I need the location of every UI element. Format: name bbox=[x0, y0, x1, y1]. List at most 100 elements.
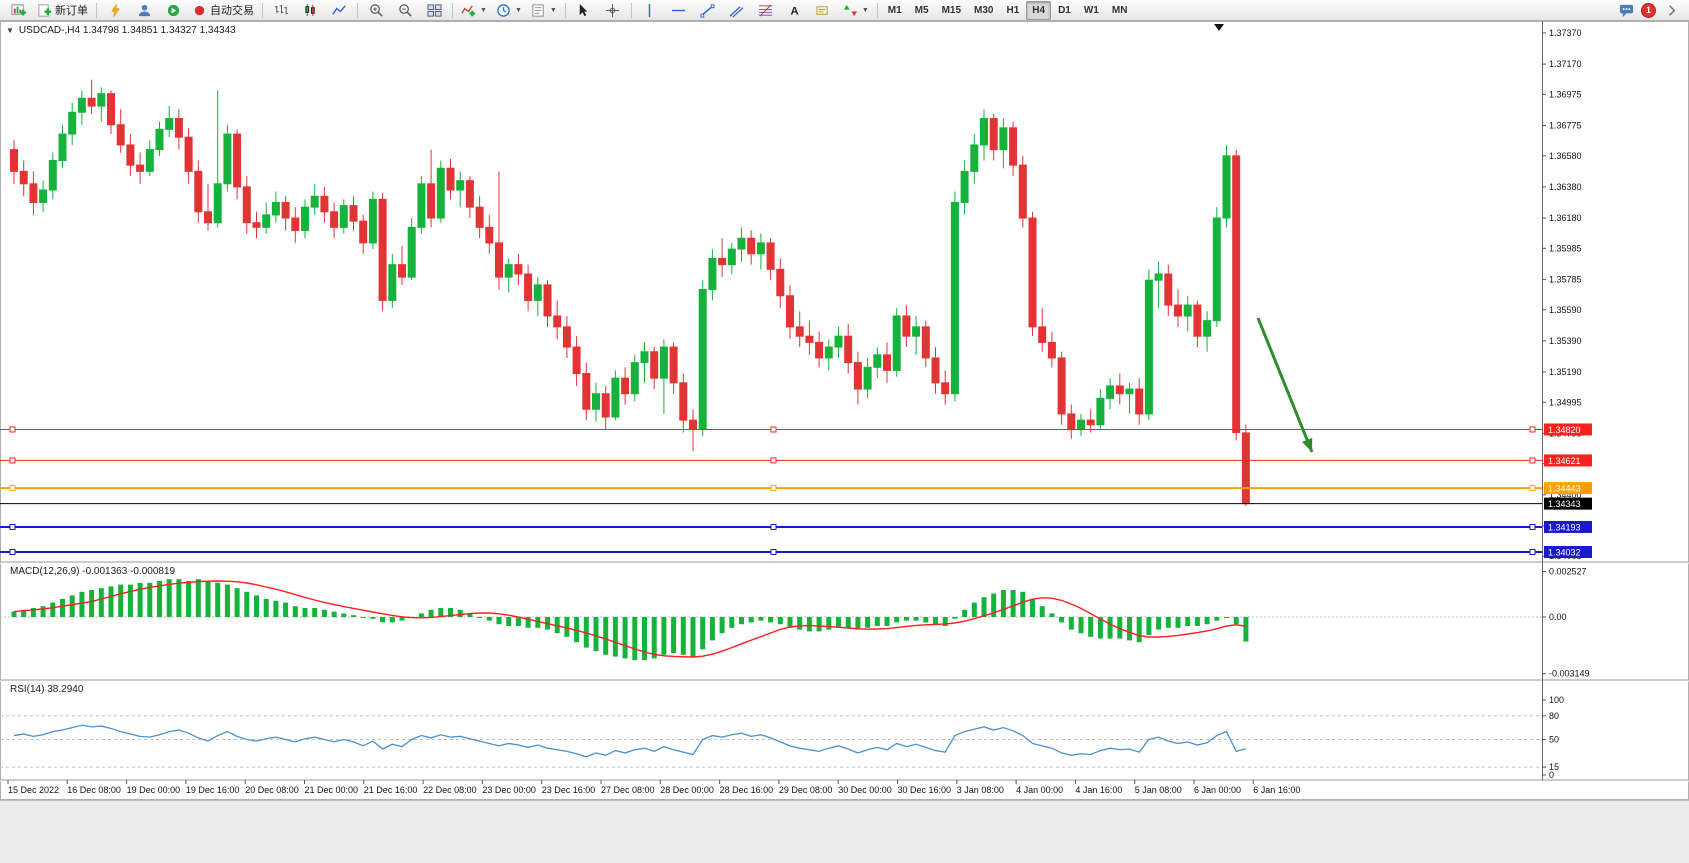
vertical-line-button[interactable] bbox=[636, 0, 664, 20]
candle-body bbox=[1203, 320, 1212, 337]
macd-histogram-bar bbox=[360, 617, 366, 618]
zoom-out-button[interactable] bbox=[391, 0, 419, 20]
hline-handle[interactable] bbox=[9, 457, 16, 464]
fibonacci-button[interactable] bbox=[752, 0, 780, 20]
cursor-button[interactable] bbox=[570, 0, 598, 20]
indicators-button[interactable]: ▼ bbox=[457, 0, 491, 20]
hline-handle[interactable] bbox=[770, 457, 777, 464]
community-button[interactable] bbox=[1612, 0, 1640, 20]
horizontal-line-button[interactable] bbox=[665, 0, 693, 20]
timeframe-mn-button[interactable]: MN bbox=[1111, 4, 1128, 16]
hline-handle[interactable] bbox=[1529, 457, 1536, 464]
notifications-badge[interactable]: 1 bbox=[1641, 2, 1656, 18]
candle-body bbox=[970, 144, 979, 172]
macd-histogram-bar bbox=[903, 617, 909, 621]
line-chart-button[interactable] bbox=[325, 0, 353, 20]
accounts-button[interactable] bbox=[130, 0, 158, 20]
hline-handle[interactable] bbox=[1529, 426, 1536, 433]
candle-chart-button[interactable] bbox=[296, 0, 324, 20]
trend-arrow-annotation[interactable] bbox=[1256, 317, 1314, 453]
bar-chart-button[interactable] bbox=[267, 0, 295, 20]
candle-body bbox=[863, 366, 872, 390]
timeframe-m5-button[interactable]: M5 bbox=[914, 4, 929, 16]
macd-histogram-bar bbox=[1156, 617, 1162, 630]
candle-body bbox=[921, 326, 930, 359]
hline-handle[interactable] bbox=[9, 485, 16, 492]
arrows-button[interactable]: ▼ bbox=[839, 0, 873, 20]
templates-button[interactable]: ▼ bbox=[527, 0, 561, 20]
autotrade-button[interactable]: 自动交易 bbox=[188, 0, 258, 20]
macd-histogram-bar bbox=[292, 606, 298, 617]
macd-histogram-bar bbox=[836, 617, 841, 628]
candle-body bbox=[611, 377, 620, 418]
time-axis-label: 22 Dec 08:00 bbox=[423, 785, 477, 795]
timeframe-d1-button[interactable]: D1 bbox=[1058, 4, 1071, 16]
macd-histogram-bar bbox=[79, 591, 85, 617]
time-axis-label: 3 Jan 08:00 bbox=[957, 785, 1004, 795]
macd-histogram-bar bbox=[1097, 617, 1103, 639]
macd-histogram-bar bbox=[1088, 617, 1094, 637]
hline-handle[interactable] bbox=[9, 426, 16, 433]
crosshair-button[interactable] bbox=[599, 0, 627, 20]
time-axis-label: 4 Jan 00:00 bbox=[1016, 785, 1063, 795]
candle-body bbox=[1106, 385, 1115, 399]
hline-handle[interactable] bbox=[770, 426, 777, 433]
timeframe-h4-button[interactable]: H4 bbox=[1026, 0, 1052, 20]
macd-histogram-bar bbox=[69, 595, 75, 617]
channel-button[interactable] bbox=[723, 0, 751, 20]
candle-body bbox=[747, 237, 756, 255]
chart-title: ▼ USDCAD-,H4 1.34798 1.34851 1.34327 1.3… bbox=[6, 25, 236, 36]
hline-handle[interactable] bbox=[1529, 485, 1536, 492]
rsi-scale-label: 0 bbox=[1549, 770, 1554, 780]
candle-body bbox=[398, 264, 406, 278]
hline-handle[interactable] bbox=[1529, 548, 1536, 555]
hline-handle[interactable] bbox=[9, 548, 16, 555]
macd-scale-label: 0.00 bbox=[1549, 612, 1567, 622]
hline-handle[interactable] bbox=[770, 548, 777, 555]
candle-body bbox=[650, 351, 659, 379]
macd-histogram-bar bbox=[176, 579, 182, 617]
zoom-in-button[interactable] bbox=[362, 0, 390, 20]
new-chart-button[interactable] bbox=[4, 0, 32, 20]
price-tag bbox=[1544, 520, 1592, 533]
macd-histogram-bar bbox=[933, 617, 938, 625]
macd-histogram-bar bbox=[632, 617, 638, 661]
hline-handle[interactable] bbox=[1529, 523, 1536, 530]
candle-body bbox=[1212, 217, 1221, 322]
candle-body bbox=[902, 315, 911, 337]
macd-histogram-bar bbox=[21, 609, 27, 617]
text-label-button[interactable] bbox=[810, 0, 838, 20]
scroll-right-button[interactable] bbox=[1657, 0, 1685, 20]
macd-histogram-bar bbox=[1039, 606, 1045, 617]
periods-button[interactable]: ▼ bbox=[492, 0, 526, 20]
new-order-button[interactable]: 新订单 bbox=[33, 0, 92, 20]
enable-ea-button[interactable] bbox=[101, 0, 129, 20]
price-chart[interactable]: 1.37370 1.37170 1.36975 1.36775 1.36580 1.363… bbox=[0, 21, 1689, 800]
timeframe-m1-button[interactable]: M1 bbox=[887, 4, 902, 16]
hline-handle[interactable] bbox=[9, 523, 16, 530]
candle-body bbox=[1115, 385, 1124, 395]
candle-body bbox=[1028, 217, 1037, 328]
chevron-down-icon: ▼ bbox=[480, 6, 487, 14]
timeframe-m15-button[interactable]: M15 bbox=[941, 4, 962, 16]
autotrade-status-button[interactable] bbox=[159, 0, 187, 20]
chart-background[interactable] bbox=[0, 21, 1689, 800]
tile-windows-button[interactable] bbox=[420, 0, 448, 20]
candle-body bbox=[1077, 419, 1085, 430]
macd-histogram-bar bbox=[981, 597, 987, 617]
hline-handle[interactable] bbox=[770, 485, 777, 492]
chart-collapse-icon[interactable]: ▼ bbox=[6, 26, 14, 35]
candle-body bbox=[475, 206, 484, 228]
text-button[interactable]: A bbox=[781, 0, 809, 20]
timeframe-h1-button[interactable]: H1 bbox=[1006, 4, 1020, 16]
candle-body bbox=[320, 195, 329, 213]
trend-arrow-head bbox=[1302, 437, 1313, 452]
candlestick-icon bbox=[304, 3, 315, 16]
hline-handle[interactable] bbox=[770, 523, 777, 530]
macd-histogram-bar bbox=[894, 617, 900, 623]
timeframe-m30-button[interactable]: M30 bbox=[974, 4, 994, 16]
trendline-button[interactable] bbox=[694, 0, 722, 20]
macd-histogram-bar bbox=[777, 617, 783, 625]
candle-body bbox=[485, 226, 494, 244]
timeframe-w1-button[interactable]: W1 bbox=[1083, 4, 1099, 16]
